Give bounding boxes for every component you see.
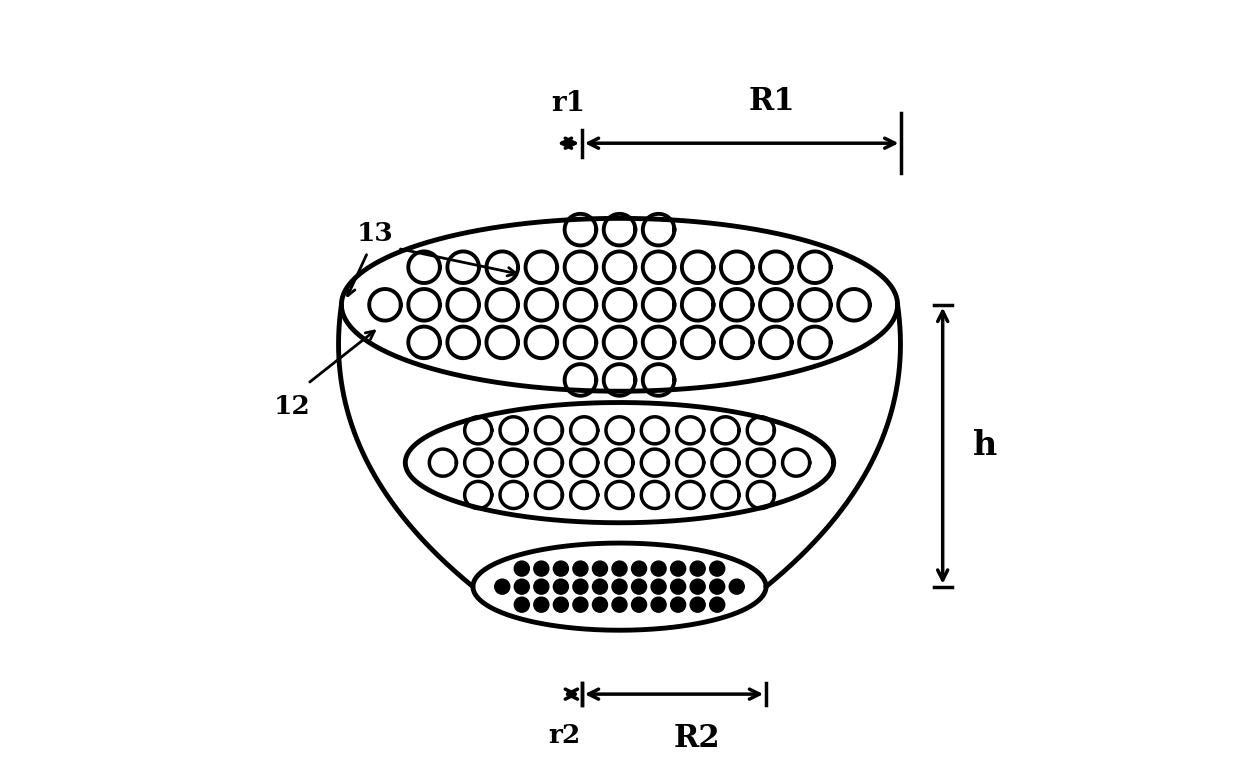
Circle shape: [612, 597, 627, 612]
Circle shape: [612, 561, 627, 576]
Circle shape: [632, 579, 647, 594]
Circle shape: [730, 579, 745, 594]
Circle shape: [690, 579, 705, 594]
Text: r1: r1: [551, 90, 585, 117]
Circle shape: [650, 561, 667, 576]
Circle shape: [554, 561, 569, 576]
Text: R1: R1: [748, 86, 795, 117]
Circle shape: [612, 579, 627, 594]
Circle shape: [572, 561, 589, 576]
Circle shape: [514, 597, 529, 612]
Circle shape: [690, 597, 705, 612]
Circle shape: [710, 561, 725, 576]
Text: R2: R2: [673, 723, 720, 754]
Circle shape: [554, 579, 569, 594]
Circle shape: [670, 579, 685, 594]
Circle shape: [514, 561, 529, 576]
Circle shape: [632, 597, 647, 612]
Circle shape: [650, 597, 667, 612]
Circle shape: [554, 597, 569, 612]
Circle shape: [670, 561, 685, 576]
Text: r2: r2: [548, 723, 580, 747]
Circle shape: [534, 561, 549, 576]
Circle shape: [514, 579, 529, 594]
Circle shape: [592, 597, 607, 612]
Circle shape: [690, 561, 705, 576]
Circle shape: [494, 579, 509, 594]
Text: h: h: [973, 429, 997, 462]
Circle shape: [632, 561, 647, 576]
Circle shape: [572, 597, 589, 612]
Circle shape: [592, 561, 607, 576]
Circle shape: [534, 579, 549, 594]
Circle shape: [650, 579, 667, 594]
Circle shape: [572, 579, 589, 594]
Text: 13: 13: [357, 221, 394, 246]
Circle shape: [670, 597, 685, 612]
Circle shape: [534, 597, 549, 612]
Circle shape: [592, 579, 607, 594]
Text: 12: 12: [274, 394, 311, 418]
Circle shape: [710, 579, 725, 594]
Circle shape: [710, 597, 725, 612]
